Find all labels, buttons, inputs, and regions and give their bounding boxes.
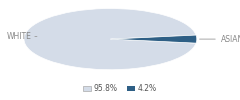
Text: ASIAN: ASIAN [200,35,240,44]
Legend: 95.8%, 4.2%: 95.8%, 4.2% [80,81,160,96]
Text: WHITE: WHITE [7,32,37,41]
Wedge shape [110,35,197,43]
Wedge shape [24,8,196,70]
